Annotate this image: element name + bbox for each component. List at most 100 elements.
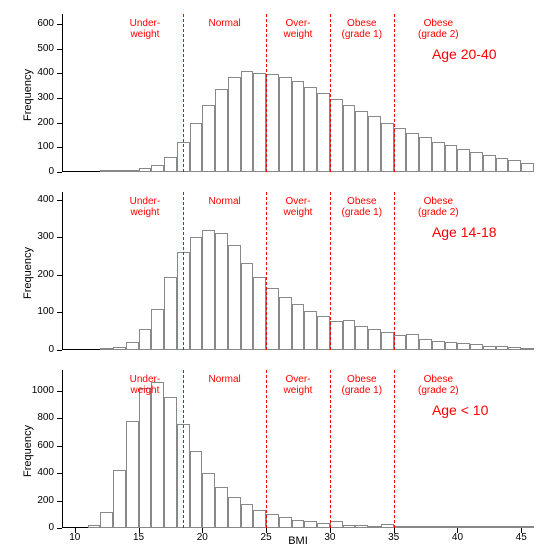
histogram-bar [113, 347, 126, 350]
histogram-bar [126, 421, 139, 528]
histogram-bar [215, 233, 228, 350]
bmi-region-label: Over- weight [273, 196, 323, 218]
histogram-bar [266, 74, 279, 172]
histogram-bar [139, 329, 152, 350]
histogram-bar [304, 87, 317, 172]
histogram-bar [330, 521, 343, 528]
histogram-bar [457, 149, 470, 172]
y-axis-label: Frequency [22, 69, 34, 121]
y-tick-label: 100 [37, 141, 54, 152]
histogram-bar [355, 111, 368, 172]
histogram-bar [151, 382, 164, 528]
histogram-bar [215, 89, 228, 172]
bmi-threshold-line [330, 14, 331, 172]
bmi-region-label: Over- weight [273, 374, 323, 396]
histogram-bar [228, 497, 241, 528]
histogram-bar [190, 237, 203, 350]
histogram-bar [445, 145, 458, 172]
histogram-bar [139, 388, 152, 528]
y-tick-label: 200 [37, 117, 54, 128]
histogram-bar [100, 170, 113, 172]
y-tick-label: 500 [37, 43, 54, 54]
bmi-threshold-line [266, 14, 267, 172]
histogram-panel-0: 0100200300400500600Under- weightNormalOv… [62, 14, 534, 172]
histogram-bar [202, 473, 215, 528]
bmi-threshold-line [330, 370, 331, 528]
histogram-bar [304, 521, 317, 528]
histogram-bar [304, 311, 317, 351]
histogram-bar [266, 514, 279, 528]
bmi-threshold-line [394, 14, 395, 172]
histogram-bar [457, 343, 470, 350]
histogram-bar [113, 470, 126, 528]
bmi-region-label: Obese (grade 2) [413, 18, 463, 40]
histogram-bar [190, 451, 203, 528]
y-tick-label: 400 [37, 194, 54, 205]
y-tick-label: 200 [37, 269, 54, 280]
bmi-region-label: Obese (grade 2) [413, 196, 463, 218]
y-tick-label: 200 [37, 495, 54, 506]
histogram-bar [355, 326, 368, 350]
histogram-bar [190, 123, 203, 172]
histogram-bar [228, 77, 241, 172]
histogram-bar [292, 304, 305, 350]
y-tick-label: 0 [48, 522, 54, 533]
y-tick-label: 600 [37, 440, 54, 451]
bmi-region-label: Over- weight [273, 18, 323, 40]
histogram-bar [496, 346, 509, 350]
histogram-panel-2: 02004006008001000Under- weightNormalOver… [62, 370, 534, 528]
histogram-bar [266, 288, 279, 350]
bmi-threshold-line [394, 192, 395, 350]
x-axis-label: BMI [62, 535, 534, 547]
histogram-bar [279, 77, 292, 172]
histogram-bar [432, 341, 445, 350]
histogram-bar [343, 105, 356, 172]
bmi-region-label: Normal [200, 196, 250, 207]
histogram-bar [279, 297, 292, 350]
histogram-bar [100, 348, 113, 350]
histogram-bar [100, 512, 113, 528]
histogram-bar [394, 128, 407, 172]
histogram-bar [508, 160, 521, 172]
histogram-bar [253, 73, 266, 172]
bmi-region-label: Under- weight [120, 374, 170, 396]
histogram-bar [368, 329, 381, 350]
histogram-bar [202, 105, 215, 172]
histogram-bar [381, 123, 394, 172]
histogram-bar [317, 93, 330, 172]
histogram-bar [164, 277, 177, 350]
histogram-bar [394, 335, 407, 350]
bmi-region-label: Normal [200, 18, 250, 29]
y-tick-label: 300 [37, 92, 54, 103]
bmi-threshold-line [394, 370, 395, 528]
bmi-threshold-line [183, 192, 184, 350]
histogram-bar [330, 99, 343, 172]
bmi-region-label: Obese (grade 2) [413, 374, 463, 396]
histogram-bar [521, 348, 534, 350]
bmi-region-label: Obese (grade 1) [337, 18, 387, 40]
histogram-bar [445, 342, 458, 350]
histogram-panel-1: 0100200300400Under- weightNormalOver- we… [62, 192, 534, 350]
histogram-bar [406, 334, 419, 350]
y-tick-label: 400 [37, 467, 54, 478]
histogram-bar [215, 487, 228, 528]
histogram-bar [164, 157, 177, 172]
y-axis-label: Frequency [22, 425, 34, 477]
histogram-bar [151, 309, 164, 350]
histogram-bar [432, 142, 445, 172]
histogram-bar [126, 170, 139, 172]
histogram-bar [151, 165, 164, 172]
histogram-bar [470, 152, 483, 172]
bmi-threshold-line [183, 370, 184, 528]
histogram-bar [508, 347, 521, 350]
age-group-label: Age 20-40 [432, 46, 497, 62]
bmi-region-label: Obese (grade 1) [337, 196, 387, 218]
histogram-bar [381, 332, 394, 350]
bmi-threshold-line [266, 192, 267, 350]
y-tick-label: 0 [48, 344, 54, 355]
bmi-threshold-line [330, 192, 331, 350]
y-tick-label: 300 [37, 231, 54, 242]
histogram-bar [483, 346, 496, 351]
histogram-bar [253, 277, 266, 350]
histogram-bar [496, 158, 509, 172]
